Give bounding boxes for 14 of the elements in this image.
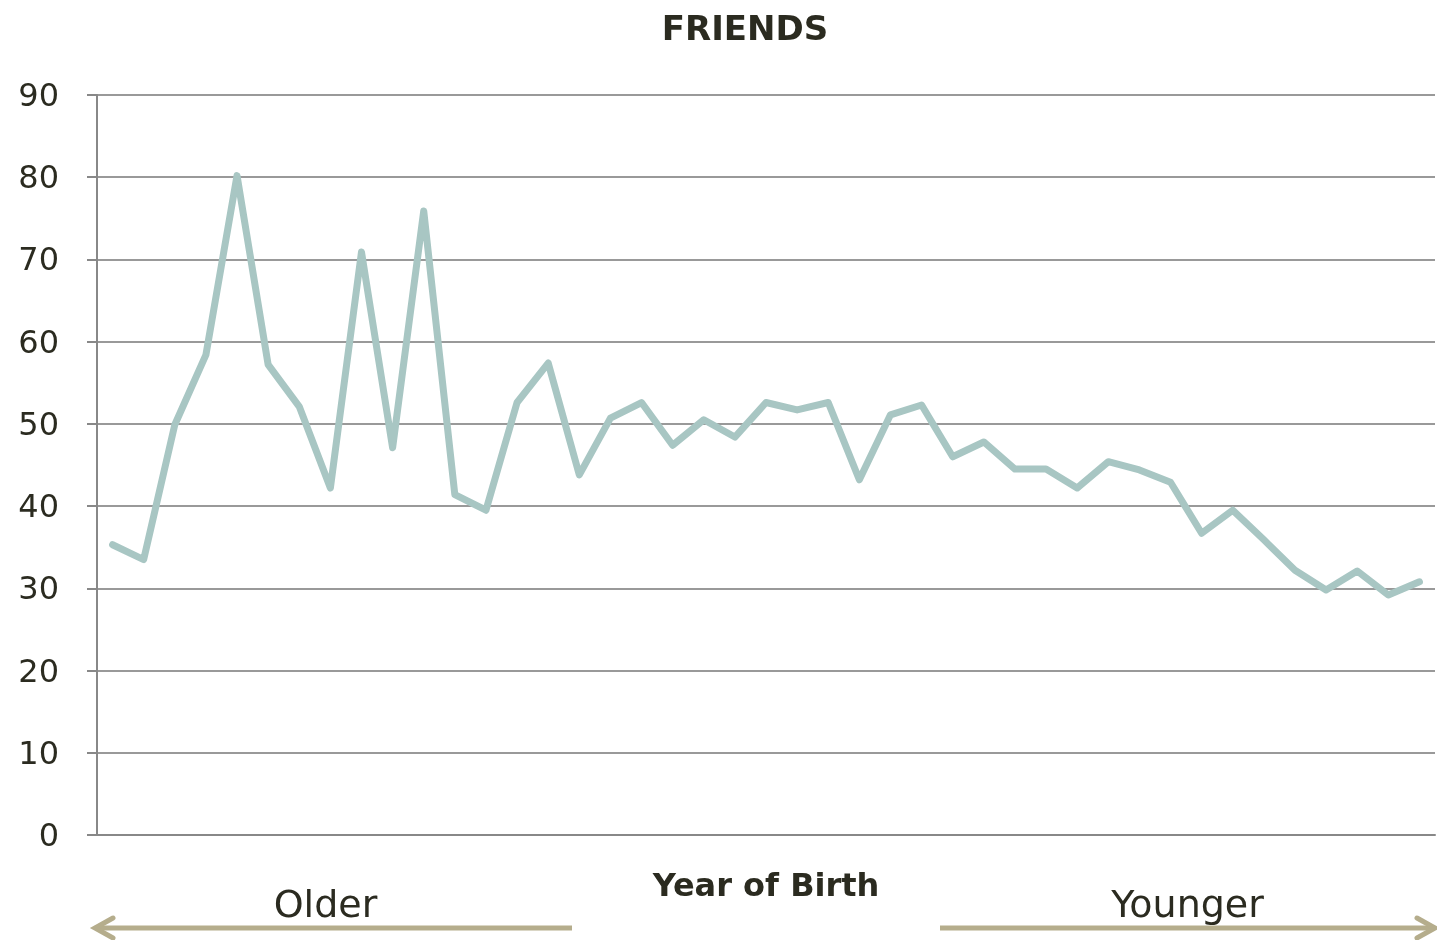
y-tick-label: 90 <box>18 76 59 114</box>
y-tick-label: 50 <box>18 404 59 443</box>
chart-title: FRIENDS <box>661 8 829 48</box>
y-tick-label: 10 <box>18 733 59 772</box>
x-axis-title: Year of Birth <box>651 866 880 904</box>
y-tick-label: 80 <box>18 158 59 197</box>
y-tick-label: 0 <box>38 816 59 854</box>
y-tick-label: 40 <box>18 487 59 526</box>
y-tick-label: 70 <box>18 240 59 279</box>
y-tick-label: 20 <box>18 651 59 690</box>
y-tick-label: 60 <box>18 322 59 361</box>
text: Younger <box>1111 882 1264 926</box>
y-tick-label: 30 <box>18 569 59 608</box>
text: Older <box>273 882 378 926</box>
